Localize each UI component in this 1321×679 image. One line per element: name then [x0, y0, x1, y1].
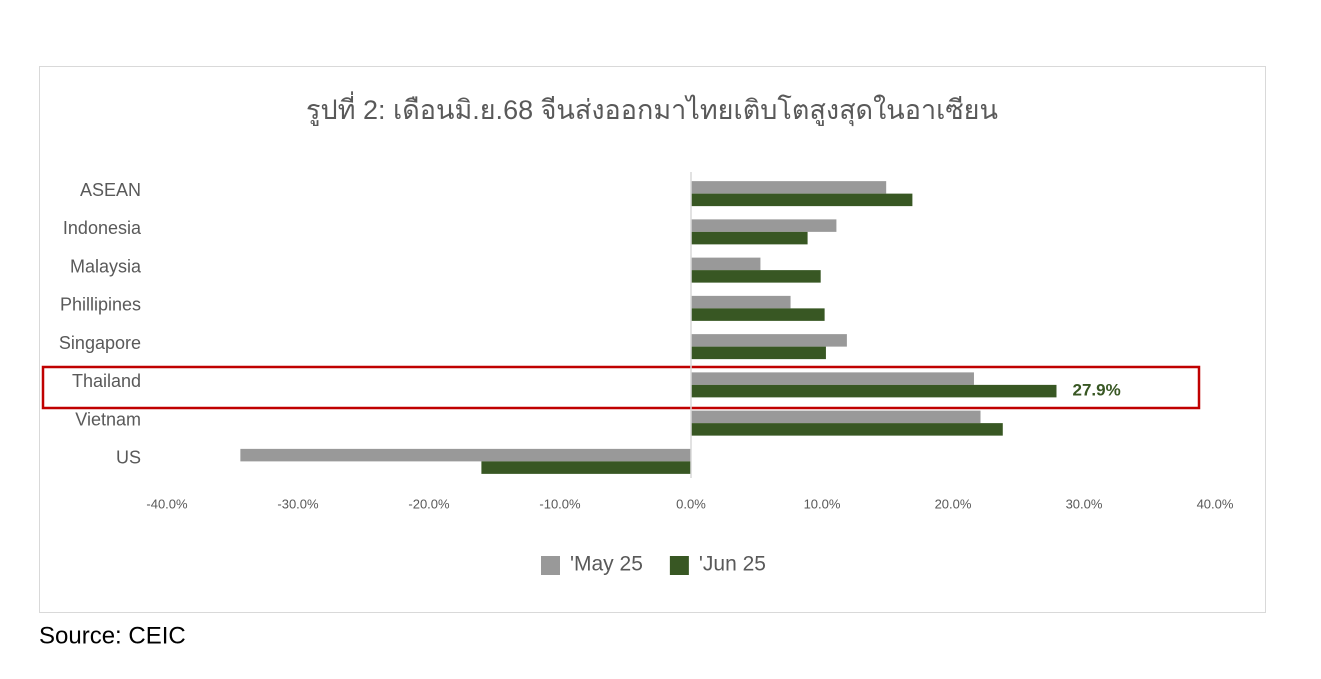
chart-title: รูปที่ 2: เดือนมิ.ย.68 จีนส่งออกมาไทยเติ…: [306, 91, 998, 127]
bar: [691, 384, 1057, 398]
x-tick-label: 10.0%: [804, 496, 841, 511]
legend-swatch: [541, 556, 560, 575]
bar: [691, 295, 791, 309]
bar: [691, 219, 837, 232]
chart-frame: [39, 66, 1266, 613]
x-tick-label: 20.0%: [935, 496, 972, 511]
legend-label: 'May 25: [570, 553, 643, 576]
bar: [691, 231, 808, 245]
data-label: 27.9%: [1072, 381, 1120, 400]
legend-swatch: [669, 556, 689, 575]
y-tick-label: ASEAN: [80, 180, 141, 200]
bar: [691, 372, 974, 385]
x-tick-label: -20.0%: [408, 496, 450, 511]
y-tick-label: Vietnam: [75, 409, 141, 429]
source-note: Source: CEIC: [39, 622, 186, 649]
bar: [481, 461, 691, 474]
x-tick-label: 0.0%: [676, 496, 706, 511]
y-tick-label: Phillipines: [60, 295, 141, 315]
bar: [691, 334, 847, 347]
legend-label: 'Jun 25: [699, 553, 766, 576]
bar: [691, 308, 825, 321]
bar: [691, 257, 761, 271]
y-tick-label: Thailand: [72, 371, 141, 391]
x-tick-label: 30.0%: [1066, 496, 1103, 511]
y-tick-label: Indonesia: [63, 218, 142, 238]
x-tick-label: 40.0%: [1197, 496, 1234, 511]
bar: [240, 448, 692, 462]
bar: [691, 346, 826, 360]
x-tick-label: -30.0%: [277, 496, 319, 511]
y-tick-label: Singapore: [59, 333, 141, 353]
x-tick-label: -40.0%: [146, 496, 188, 511]
highlight-box: [41, 365, 1201, 410]
bar: [691, 181, 887, 194]
bar: [691, 193, 913, 207]
bar: [691, 423, 1003, 436]
y-tick-label: Malaysia: [70, 256, 142, 276]
bar: [691, 410, 981, 424]
bar: [691, 270, 821, 283]
x-tick-label: -10.0%: [539, 496, 581, 511]
y-tick-label: US: [116, 448, 141, 468]
